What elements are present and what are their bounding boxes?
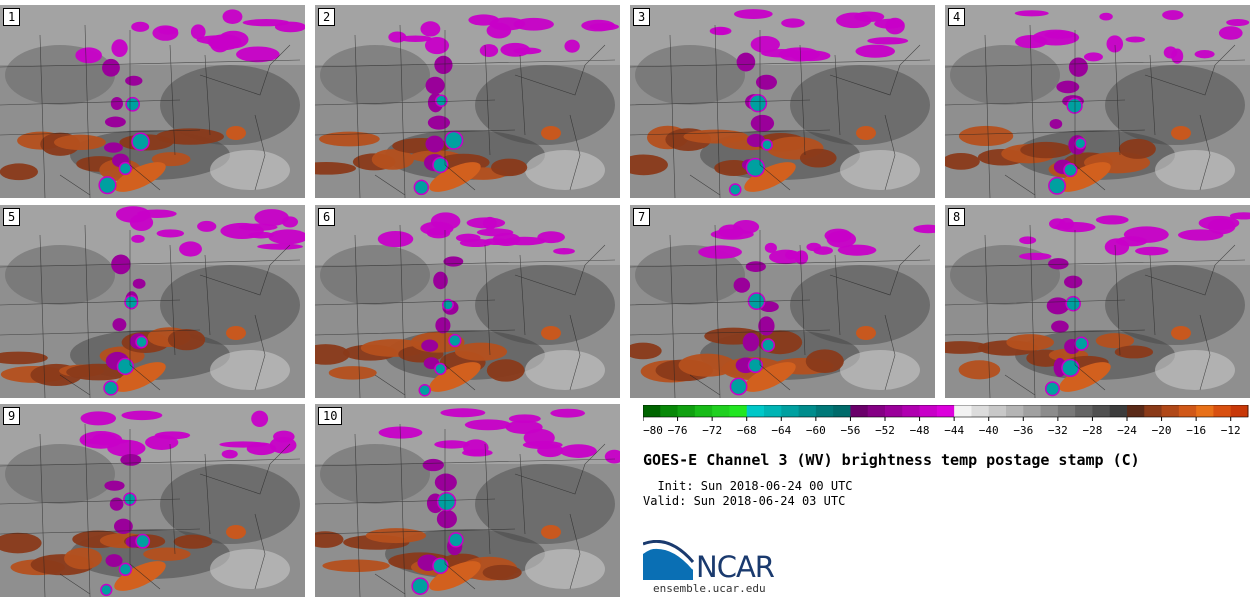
colorbar-segment [729, 405, 748, 417]
colorbar: −80 −76 −72 −68 −64 −60 −56 −52 −48 −44 −40 −36 −32 −… [643, 405, 1249, 437]
colorbar-segment [815, 405, 834, 417]
colorbar-tick-label: −28 [1082, 424, 1102, 437]
panel-number: 5 [3, 208, 21, 226]
water-vapor-map [315, 5, 620, 198]
colorbar-tick-label: −24 [1117, 424, 1137, 437]
colorbar-tick-label: −44 [944, 424, 964, 437]
colorbar-tick-label: −60 [806, 424, 826, 437]
figure-title: GOES-E Channel 3 (WV) brightness temp po… [643, 451, 1140, 469]
colorbar-tick-label: −32 [1048, 424, 1068, 437]
colorbar-segment [1075, 405, 1093, 417]
colorbar-segment [1006, 405, 1024, 417]
map-panel-1: 1 [0, 5, 305, 198]
colorbar-segment [919, 405, 938, 417]
colorbar-segment [954, 405, 972, 417]
colorbar-segment [746, 405, 765, 417]
panel-number: 2 [318, 8, 336, 26]
ncar-logo-icon [643, 540, 695, 580]
colorbar-tick-label: −48 [910, 424, 930, 437]
colorbar-tick-label: −40 [979, 424, 999, 437]
map-panel-3: 3 [630, 5, 935, 198]
colorbar-segment [885, 405, 903, 417]
map-panel-4: 4 [945, 5, 1250, 198]
colorbar-segment [712, 405, 730, 417]
colorbar-segment [798, 405, 817, 417]
colorbar-tick-label: −64 [771, 424, 791, 437]
colorbar-segment [764, 405, 782, 417]
colorbar-segment [1213, 405, 1232, 417]
water-vapor-map [315, 404, 620, 597]
colorbar-tick-label: −16 [1186, 424, 1206, 437]
water-vapor-map [0, 5, 305, 198]
colorbar-segment [1161, 405, 1180, 417]
map-panel-5: 5 [0, 205, 305, 398]
colorbar-tick-label: −76 [668, 424, 688, 437]
colorbar-segment [988, 405, 1007, 417]
panel-number: 8 [948, 208, 966, 226]
colorbar-tick-label: −12 [1221, 424, 1241, 437]
map-panel-6: 6 [315, 205, 620, 398]
colorbar-tick-label: −56 [840, 424, 860, 437]
colorbar-segment [833, 405, 851, 417]
colorbar-segment [936, 405, 955, 417]
valid-time: Valid: Sun 2018-06-24 03 UTC [643, 494, 846, 508]
colorbar-segment [1127, 405, 1145, 417]
colorbar-tick-label: −80 [643, 424, 663, 437]
site-url: ensemble.ucar.edu [653, 582, 766, 595]
time-info: Init: Sun 2018-06-24 00 UTC Valid: Sun 2… [643, 479, 853, 509]
colorbar-segment [850, 405, 869, 417]
colorbar-segment [1040, 405, 1059, 417]
colorbar-segment [1196, 405, 1214, 417]
map-panel-7: 7 [630, 205, 935, 398]
colorbar-segment [1109, 405, 1128, 417]
panel-number: 3 [633, 8, 651, 26]
colorbar-segment [1023, 405, 1042, 417]
panel-number: 9 [3, 407, 21, 425]
init-time: Init: Sun 2018-06-24 00 UTC [643, 479, 853, 493]
water-vapor-map [0, 205, 305, 398]
colorbar-segment [971, 405, 990, 417]
colorbar-segment [1144, 405, 1163, 417]
ncar-logo-text: NCAR [696, 550, 775, 584]
colorbar-segment [867, 405, 886, 417]
colorbar-segment [677, 405, 696, 417]
colorbar-segment [781, 405, 800, 417]
water-vapor-map [0, 404, 305, 597]
colorbar-tick-label: −20 [1152, 424, 1172, 437]
colorbar-tick-label: −52 [875, 424, 895, 437]
colorbar-segment [1230, 405, 1249, 417]
map-panel-10: 10 [315, 404, 620, 597]
panel-number: 1 [3, 8, 21, 26]
water-vapor-map [630, 205, 935, 398]
panel-number: 10 [318, 407, 343, 425]
water-vapor-map [945, 5, 1250, 198]
colorbar-segment [902, 405, 921, 417]
map-panel-8: 8 [945, 205, 1250, 398]
colorbar-segment [1178, 405, 1197, 417]
colorbar-tick-label: −72 [702, 424, 722, 437]
water-vapor-map [315, 205, 620, 398]
colorbar-tick-label: −36 [1013, 424, 1033, 437]
panel-number: 7 [633, 208, 651, 226]
colorbar-segment [643, 405, 661, 417]
colorbar-segment [694, 405, 713, 417]
water-vapor-map [630, 5, 935, 198]
panel-number: 4 [948, 8, 966, 26]
map-panel-2: 2 [315, 5, 620, 198]
colorbar-segment [1092, 405, 1111, 417]
colorbar-tick-label: −68 [737, 424, 757, 437]
colorbar-segment [1057, 405, 1076, 417]
map-panel-9: 9 [0, 404, 305, 597]
colorbar-segment [660, 405, 679, 417]
panel-number: 6 [318, 208, 336, 226]
water-vapor-map [945, 205, 1250, 398]
